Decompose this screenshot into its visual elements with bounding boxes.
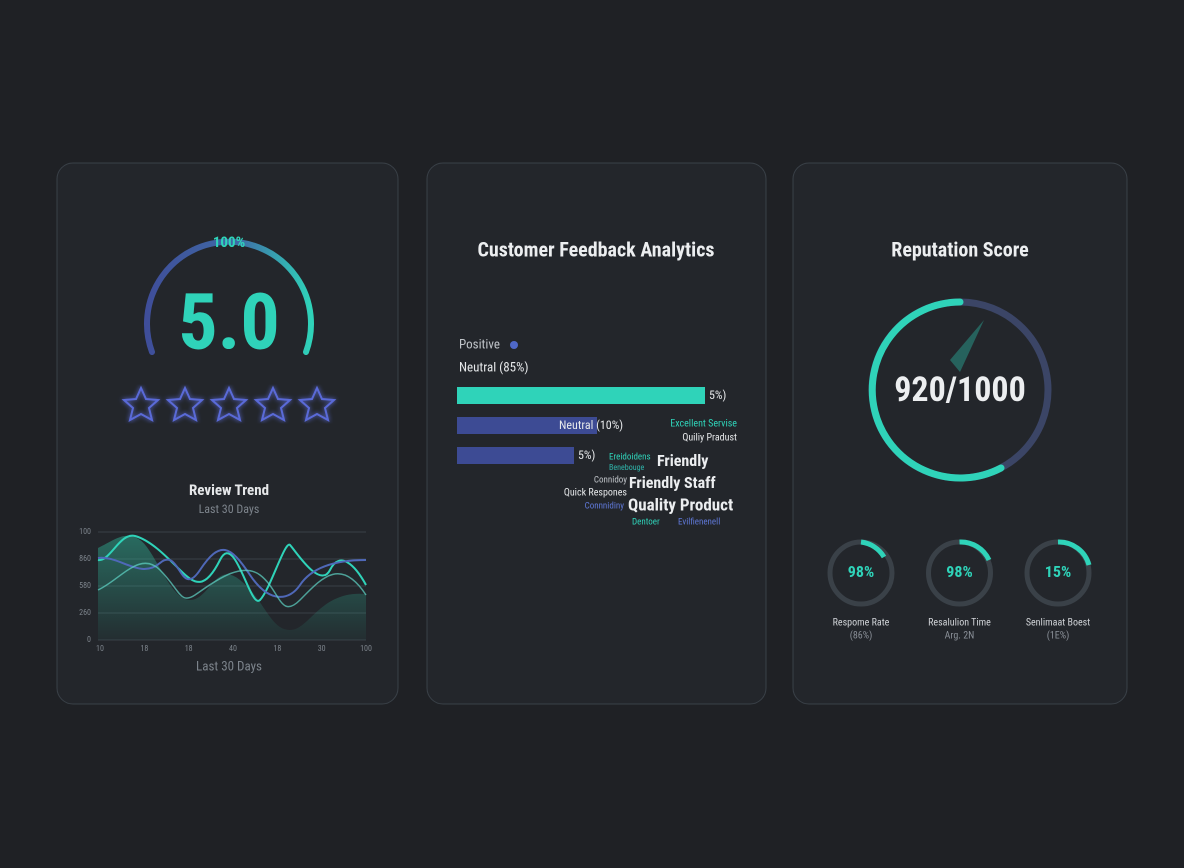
metric-sub: Arg. 2N [945,631,975,642]
y-tick-label: 260 [79,608,91,617]
word: Quality Product [628,495,733,515]
word: Evilfienenell [678,517,720,527]
trend-subtitle: Last 30 Days [199,502,260,516]
gauge-arc [868,298,1005,482]
metric-label: Respome Rate [833,618,890,629]
trend-line [97,549,367,598]
word: Connidoy [594,475,627,485]
x-tick-label: 30 [318,644,326,653]
word: Friendly [657,451,708,470]
x-tick-label: 40 [229,644,237,653]
y-tick-label: 0 [87,635,91,644]
rating-score: 5.0 [178,278,280,369]
trend-line [97,534,367,602]
word: Benebouge [609,463,645,472]
x-tick-label: 100 [360,644,372,653]
word: Dentoer [632,517,660,527]
metric-arc [959,539,992,562]
gauge-needle [950,320,984,372]
metric-arc [1057,539,1092,566]
metric-label: Resalulion Time [928,618,991,629]
legend-label: Neutral (85%) [459,360,528,375]
metric-arc [860,539,887,559]
word: Friendly Staff [629,473,716,492]
x-tick-label: 18 [273,644,281,653]
legend-dot [510,341,518,349]
bar [457,447,574,464]
bar-label: 5%) [709,388,726,402]
rating-arc [144,238,314,355]
bar [457,387,705,404]
reputation-score: 920/1000 [894,370,1026,410]
bar [457,417,597,434]
metric-value: 15% [1045,562,1071,581]
card-title: Customer Feedback Analytics [478,237,715,261]
metric-label: Senlimaat Boest [1026,618,1090,629]
legend-label: Positive [459,337,500,352]
y-tick-label: 100 [79,527,91,536]
word: Quick Respones [564,488,628,499]
y-tick-label: 860 [79,554,91,563]
word: Quiliy Pradust [682,433,737,444]
word: Ereidoidens [609,452,651,462]
metric-sub: (1E%) [1047,630,1070,642]
word: Connnidiny [585,501,625,511]
word: Excellent Servise [670,419,737,430]
metric-value: 98% [946,562,972,581]
card-title: Reputation Score [891,237,1028,261]
trend-footer: Last 30 Days [196,659,262,674]
bar-label: Neutral (10%) [559,418,623,432]
stars [121,385,337,422]
metric-value: 98% [848,562,874,581]
trend-area [98,535,366,640]
gauge-label: 100% [213,233,245,251]
bar-label: 5%) [578,448,595,462]
x-tick-label: 10 [96,644,104,653]
x-tick-label: 18 [140,644,148,653]
metric-sub: (86%) [850,630,873,642]
trend-line [97,562,367,608]
trend-title: Review Trend [189,481,269,499]
y-tick-label: 580 [79,581,91,590]
x-tick-label: 18 [185,644,193,653]
